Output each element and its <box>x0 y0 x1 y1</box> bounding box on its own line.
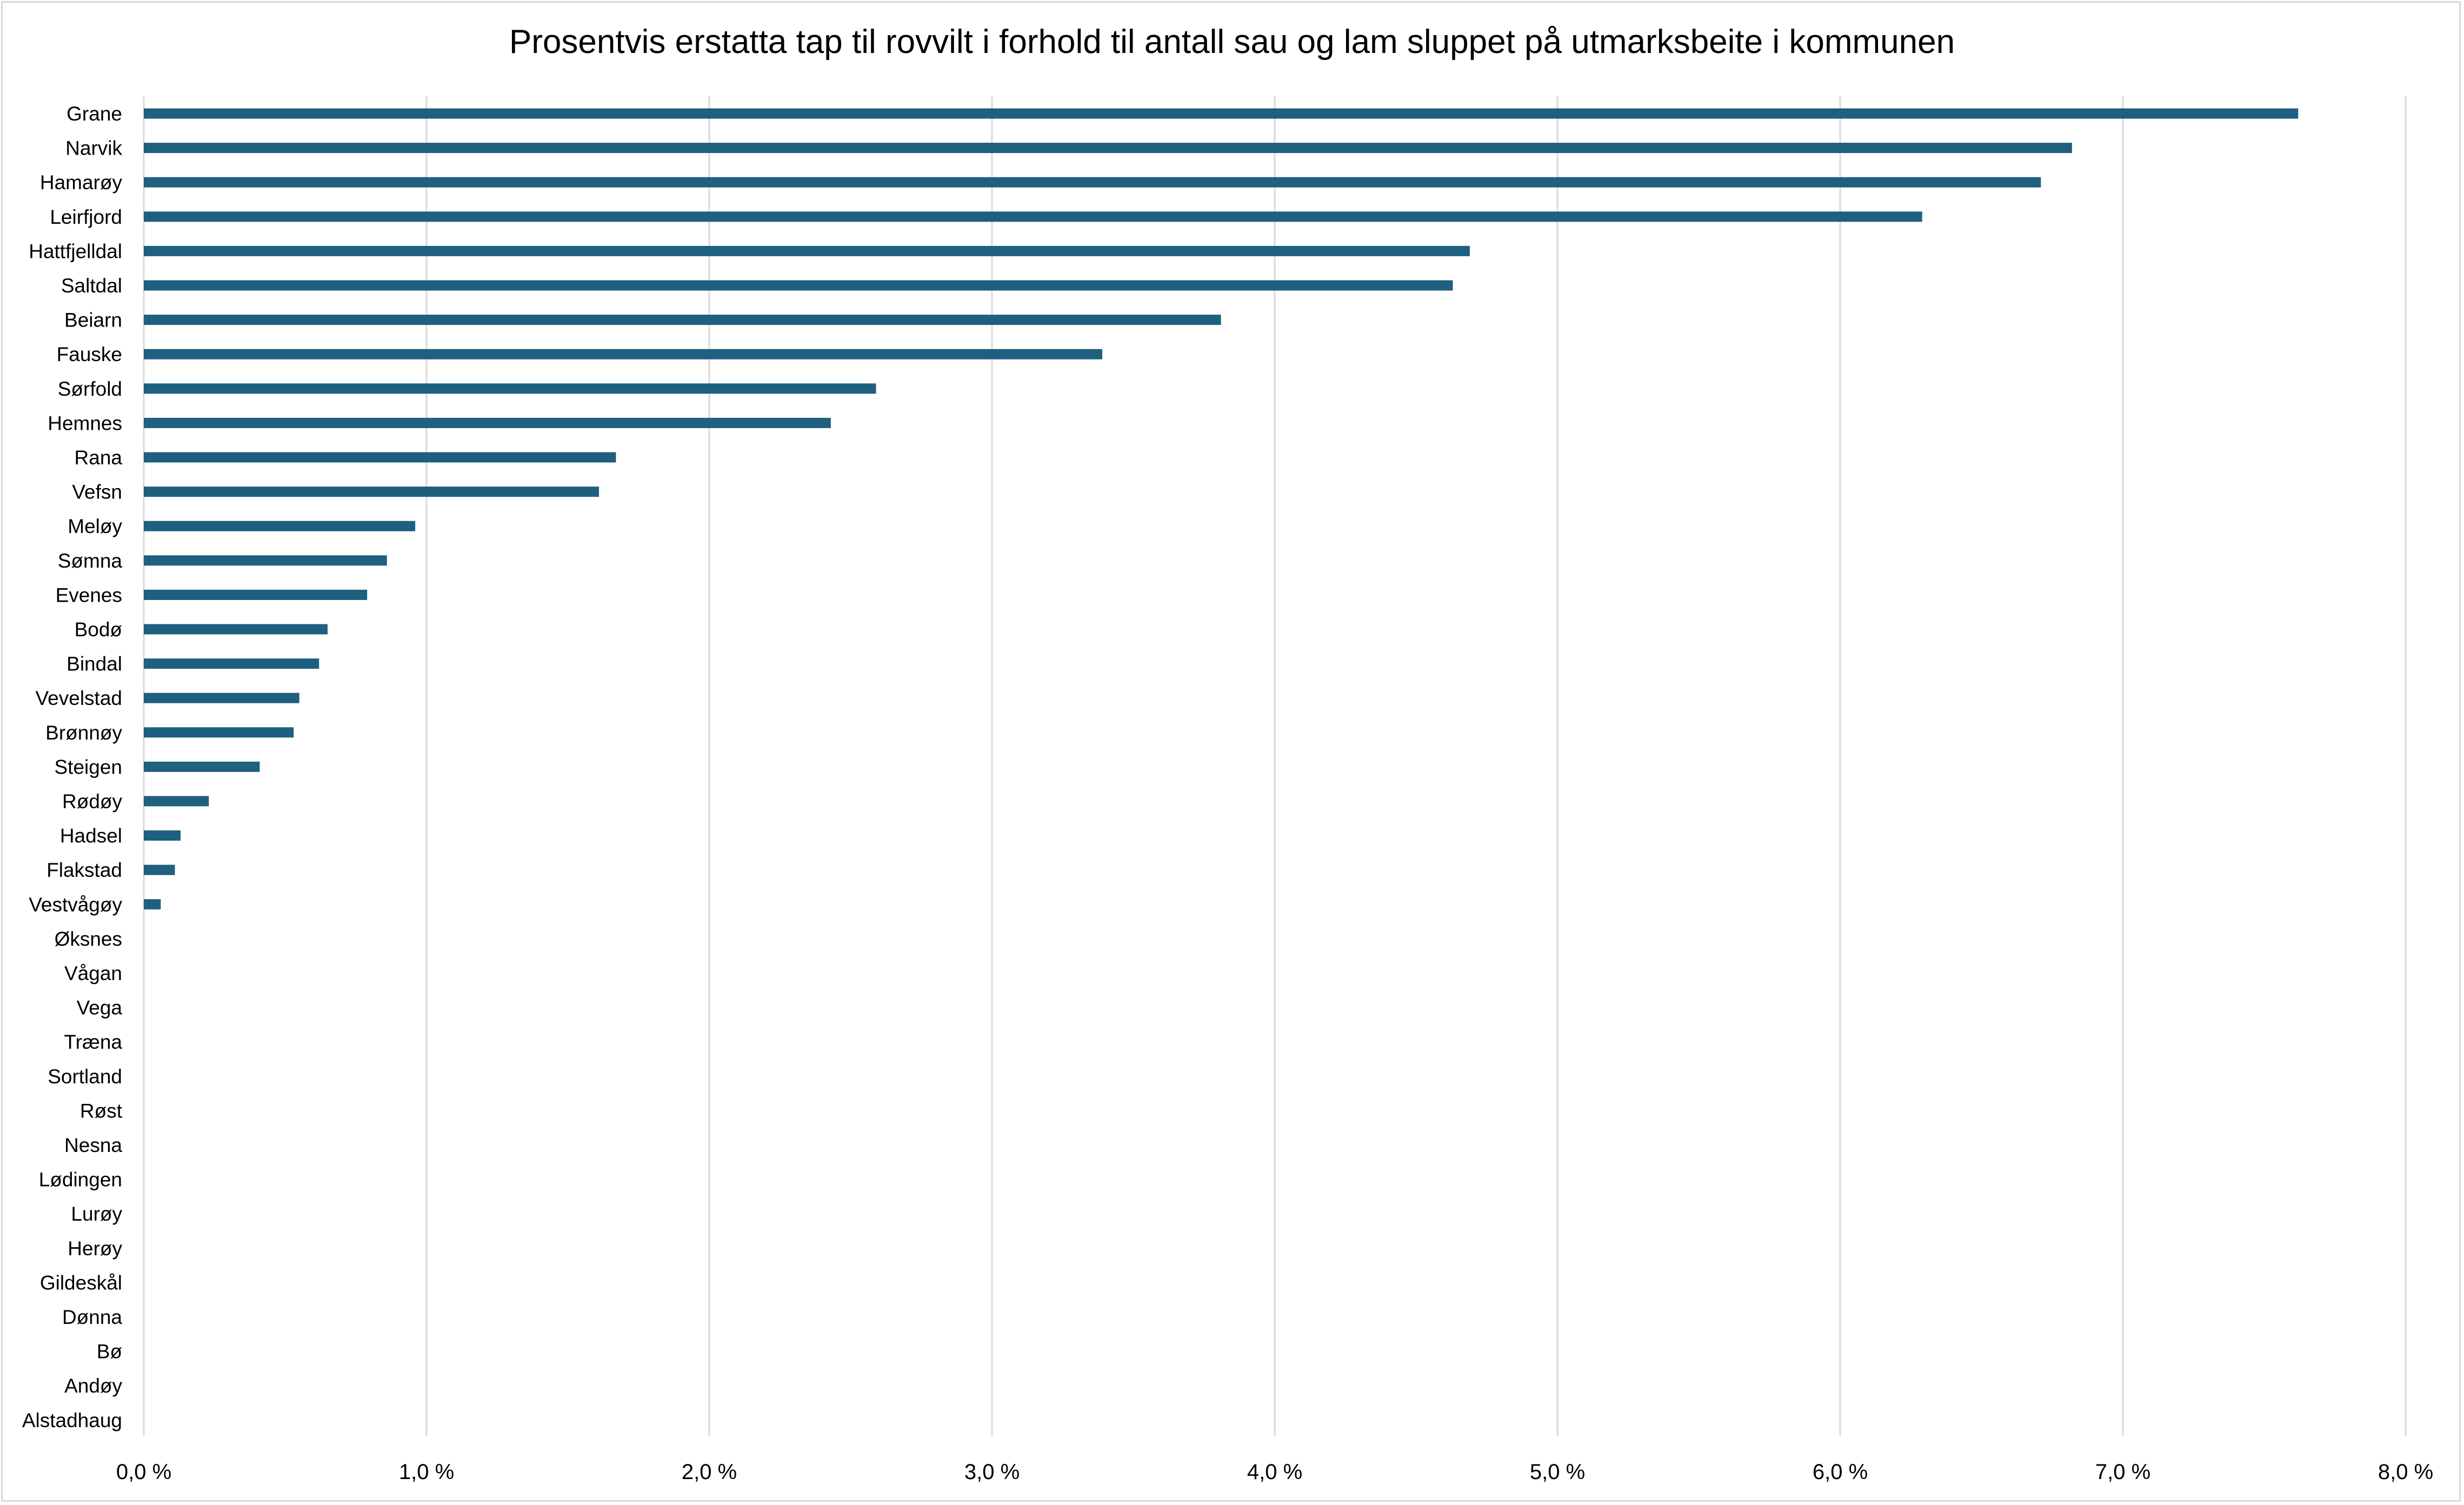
bar <box>144 417 831 428</box>
chart-title: Prosentvis erstatta tap til rovvilt i fo… <box>509 23 1955 61</box>
bar <box>144 521 416 531</box>
category-label: Flakstad <box>46 859 122 881</box>
x-tick-labels: 0,0 % 1,0 % 2,0 % 3,0 % 4,0 % 5,0 % 6,0 % 7,0 %… <box>116 1460 2433 1484</box>
category-label: Leirfjord <box>50 206 122 228</box>
category-label: Bindal <box>66 653 122 675</box>
bar <box>144 658 319 669</box>
bar <box>144 624 328 635</box>
category-label: Rana <box>75 447 123 469</box>
category-label: Bø <box>97 1341 122 1363</box>
bar <box>144 315 1221 325</box>
bar <box>144 864 175 875</box>
category-label: Hattfjelldal <box>29 240 122 262</box>
category-label: Meløy <box>68 515 122 537</box>
bar <box>144 108 2299 119</box>
category-label: Røst <box>80 1100 123 1122</box>
category-label: Andøy <box>64 1375 122 1397</box>
category-label: Sømna <box>58 550 123 572</box>
category-label: Rødøy <box>62 790 123 813</box>
category-label: Brønnøy <box>45 722 122 744</box>
bar <box>144 727 294 738</box>
category-label: Hamarøy <box>40 171 123 194</box>
category-label: Øksnes <box>55 928 122 950</box>
x-tick-label: 7,0 % <box>2095 1460 2150 1484</box>
category-label: Steigen <box>55 756 123 778</box>
category-label: Hemnes <box>48 412 122 434</box>
x-tick-label: 6,0 % <box>1813 1460 1868 1484</box>
category-label: Vågan <box>64 962 122 984</box>
bar <box>144 280 1453 291</box>
bar <box>144 177 2041 188</box>
bar <box>144 487 600 497</box>
x-tick-label: 8,0 % <box>2378 1460 2433 1484</box>
category-label: Vefsn <box>72 481 122 503</box>
category-label: Træna <box>64 1031 122 1053</box>
category-label: Saltdal <box>61 275 122 297</box>
bar <box>144 555 387 566</box>
bar <box>144 452 616 463</box>
category-label: Beiarn <box>64 309 122 331</box>
bar <box>144 899 161 910</box>
category-label: Lurøy <box>71 1203 122 1225</box>
category-label: Vevelstad <box>36 687 122 709</box>
category-label: Sørfold <box>58 378 122 400</box>
category-labels: Grane Narvik Hamarøy Leirfjord Hattfjelldal S… <box>22 103 123 1431</box>
category-label: Hadsel <box>60 825 122 847</box>
category-label: Alstadhaug <box>22 1409 122 1431</box>
x-tick-label: 3,0 % <box>964 1460 1020 1484</box>
category-label: Sortland <box>48 1066 122 1088</box>
bar <box>144 761 260 772</box>
category-label: Fauske <box>57 343 122 365</box>
x-tick-label: 4,0 % <box>1247 1460 1302 1484</box>
category-label: Evenes <box>56 584 122 606</box>
category-label: Nesna <box>64 1134 122 1156</box>
bar <box>144 692 299 703</box>
bars <box>144 108 2299 910</box>
bar <box>144 245 1470 256</box>
category-label: Gildeskål <box>40 1271 122 1294</box>
category-label: Herøy <box>68 1237 122 1260</box>
bar <box>144 830 181 841</box>
bar <box>144 349 1102 359</box>
x-tick-label: 1,0 % <box>399 1460 454 1484</box>
category-label: Vega <box>77 997 123 1019</box>
x-tick-label: 0,0 % <box>116 1460 171 1484</box>
x-tick-label: 5,0 % <box>1530 1460 1585 1484</box>
category-label: Narvik <box>65 137 122 159</box>
bar <box>144 143 2072 154</box>
category-label: Vestvågøy <box>29 894 122 916</box>
category-label: Dønna <box>62 1306 122 1328</box>
bar <box>144 383 876 394</box>
x-tick-label: 2,0 % <box>682 1460 737 1484</box>
bar <box>144 796 209 807</box>
bar <box>144 211 1922 222</box>
category-label: Bodø <box>75 618 122 641</box>
category-label: Lødingen <box>39 1169 122 1191</box>
gridlines <box>143 96 2407 1436</box>
bar <box>144 589 368 600</box>
category-label: Grane <box>66 103 122 125</box>
